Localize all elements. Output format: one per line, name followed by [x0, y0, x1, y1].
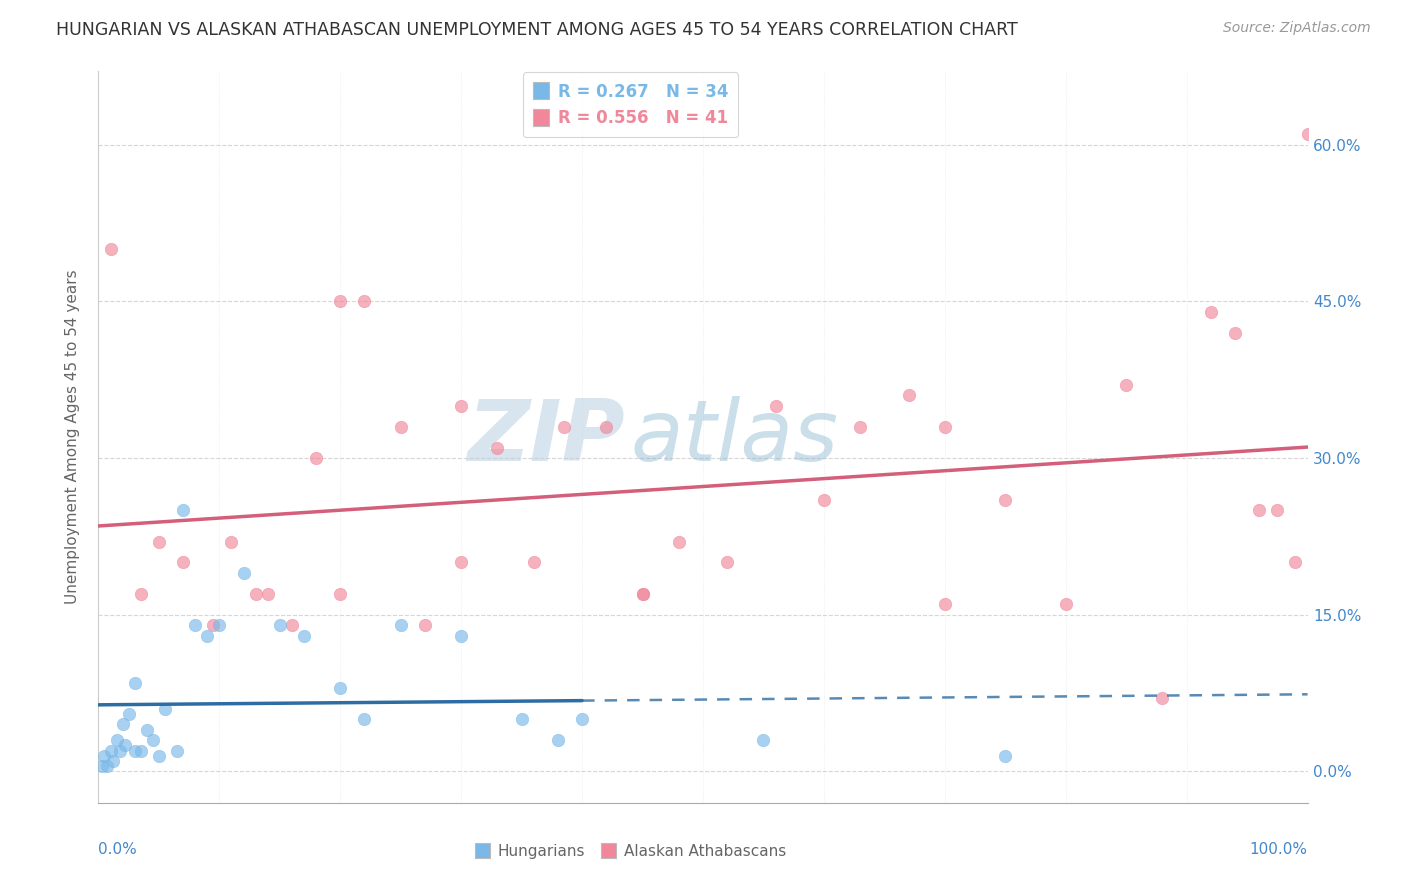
Point [148, 748, 170, 763]
Point [100, 743, 122, 757]
Point [100, 242, 122, 256]
Point [129, 743, 152, 757]
Point [1249, 503, 1271, 517]
Point [172, 556, 194, 570]
Point [148, 534, 170, 549]
Point [202, 618, 225, 632]
Point [172, 503, 194, 517]
Point [166, 743, 188, 757]
Text: atlas: atlas [630, 395, 838, 479]
Point [1152, 691, 1174, 706]
Point [510, 712, 533, 726]
Point [96, 759, 118, 773]
Point [547, 733, 569, 747]
Point [668, 534, 690, 549]
Point [124, 675, 146, 690]
Point [631, 587, 654, 601]
Text: HUNGARIAN VS ALASKAN ATHABASCAN UNEMPLOYMENT AMONG AGES 45 TO 54 YEARS CORRELATI: HUNGARIAN VS ALASKAN ATHABASCAN UNEMPLOY… [56, 21, 1018, 38]
Point [486, 441, 509, 455]
Point [124, 743, 146, 757]
Text: 100.0%: 100.0% [1250, 842, 1308, 856]
Point [595, 419, 617, 434]
Point [1199, 304, 1222, 318]
Point [353, 712, 375, 726]
Point [329, 294, 352, 309]
Point [389, 419, 412, 434]
Point [135, 723, 157, 737]
Point [849, 419, 872, 434]
Point [1115, 377, 1137, 392]
Point [752, 733, 775, 747]
Point [208, 618, 231, 632]
Point [553, 419, 575, 434]
Point [716, 556, 738, 570]
Point [353, 294, 375, 309]
Point [108, 743, 131, 757]
Point [93, 748, 115, 763]
Y-axis label: Unemployment Among Ages 45 to 54 years: Unemployment Among Ages 45 to 54 years [65, 269, 80, 605]
Point [450, 399, 472, 413]
Text: 0.0%: 0.0% [98, 842, 138, 856]
Point [269, 618, 291, 632]
Point [305, 450, 328, 465]
Point [450, 556, 472, 570]
Point [934, 597, 956, 611]
Point [389, 618, 412, 632]
Point [101, 754, 124, 768]
Point [1284, 556, 1306, 570]
Point [292, 629, 315, 643]
Point [897, 388, 920, 402]
Point [111, 717, 134, 731]
Point [329, 587, 352, 601]
Point [118, 706, 141, 721]
Point [994, 492, 1017, 507]
Point [245, 587, 267, 601]
Point [153, 702, 176, 716]
Point [413, 618, 436, 632]
Point [232, 566, 254, 580]
Point [1267, 503, 1289, 517]
Point [114, 739, 136, 753]
Point [184, 618, 207, 632]
Point [195, 629, 218, 643]
Point [631, 587, 654, 601]
Point [105, 733, 128, 747]
Point [129, 587, 152, 601]
Point [1296, 127, 1319, 141]
Legend: Hungarians, Alaskan Athabascans: Hungarians, Alaskan Athabascans [470, 837, 792, 864]
Point [523, 556, 546, 570]
Point [994, 748, 1017, 763]
Text: Source: ZipAtlas.com: Source: ZipAtlas.com [1223, 21, 1371, 35]
Point [765, 399, 787, 413]
Text: ZIP: ZIP [467, 395, 624, 479]
Point [281, 618, 304, 632]
Point [142, 733, 165, 747]
Point [329, 681, 352, 695]
Point [813, 492, 835, 507]
Point [221, 534, 243, 549]
Point [934, 419, 956, 434]
Point [256, 587, 278, 601]
Point [91, 759, 114, 773]
Point [450, 629, 472, 643]
Point [1054, 597, 1077, 611]
Point [1223, 326, 1246, 340]
Point [571, 712, 593, 726]
